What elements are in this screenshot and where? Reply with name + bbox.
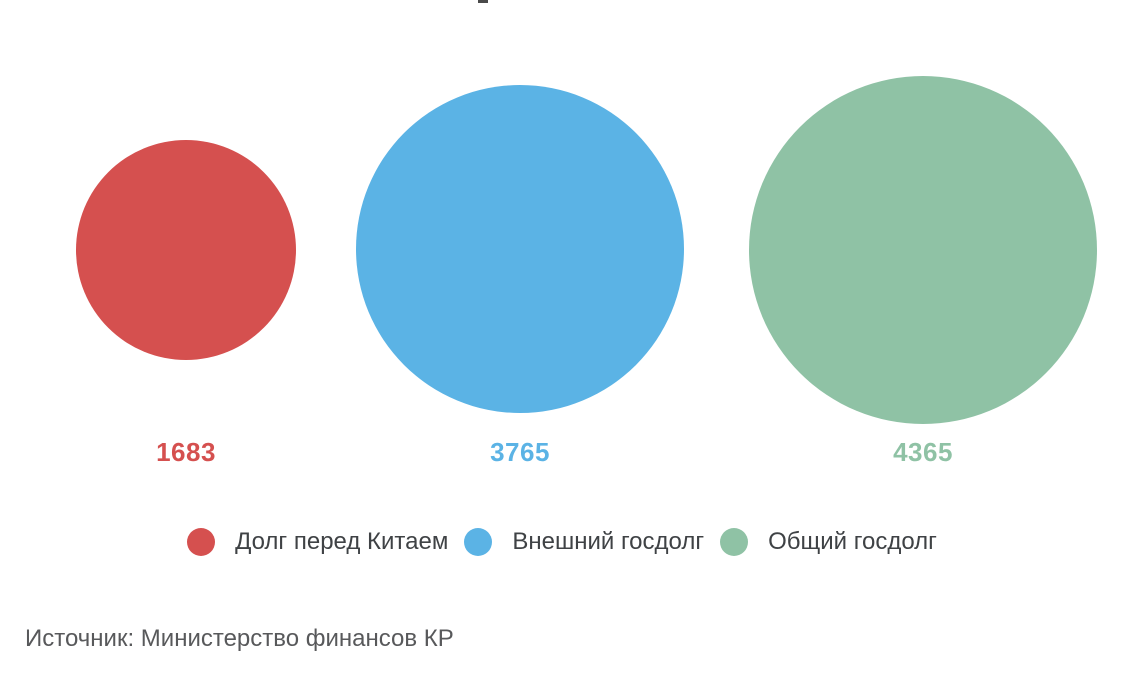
legend-dot-icon xyxy=(187,528,216,556)
legend-item-label: Долг перед Китаем xyxy=(235,528,449,555)
legend-item-china-debt[interactable]: Долг перед Китаем xyxy=(187,528,448,556)
bubble-circle-china-debt xyxy=(76,140,296,360)
legend-item-external-debt[interactable]: Внешний госдолг xyxy=(464,528,704,556)
legend-item-label: Общий госдолг xyxy=(768,528,937,555)
legend-dot-icon xyxy=(464,528,493,556)
value-label-external-debt: 3765 xyxy=(490,437,550,467)
value-label-china-debt: 1683 xyxy=(156,437,216,467)
bubble-circle-external-debt xyxy=(356,85,684,413)
clipped-title-fragment xyxy=(478,0,488,3)
value-label-total-debt: 4365 xyxy=(893,437,953,467)
legend: Долг перед Китаем Внешний госдолг Общий … xyxy=(0,528,1124,556)
legend-item-label: Внешний госдолг xyxy=(512,528,705,555)
bubble-circle-total-debt xyxy=(749,76,1097,424)
legend-dot-icon xyxy=(720,528,749,556)
legend-item-total-debt[interactable]: Общий госдолг xyxy=(720,528,937,556)
source-note: Источник: Министерство финансов КР xyxy=(25,625,454,652)
